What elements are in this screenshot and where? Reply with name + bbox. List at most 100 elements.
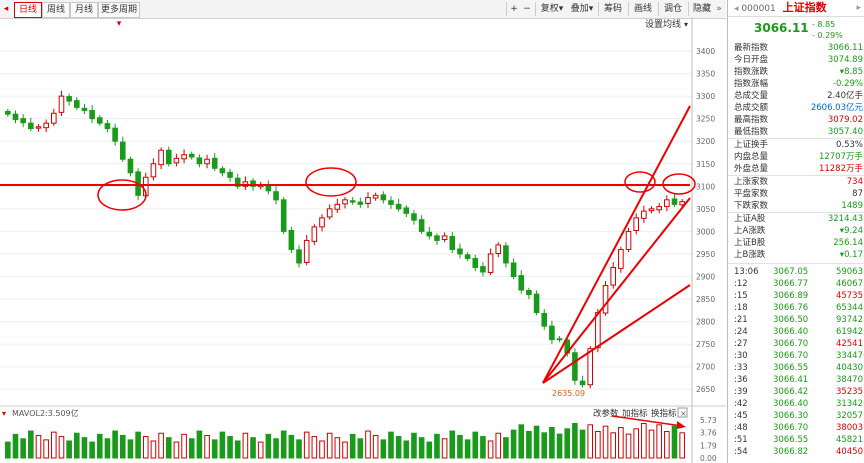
- quote-sidebar: ◂ 000001 上证指数 ▸ 3066.11 - 8.85 - 0.29% 最…: [727, 0, 864, 463]
- stat-label: 指数涨幅: [734, 79, 769, 89]
- candle-body: [503, 245, 509, 264]
- candle-body: [66, 96, 72, 102]
- edit-params-button[interactable]: 改参数: [593, 408, 619, 419]
- volume-bar: [388, 431, 394, 459]
- y-tick-label: 3250: [696, 115, 715, 124]
- stat-label: 今日开盘: [734, 55, 769, 65]
- volume-legend: MAVOL2:3.509亿: [12, 408, 79, 418]
- candle-body: [480, 266, 486, 273]
- tick-row: :39 3066.42 35235: [728, 386, 864, 398]
- volume-bar: [265, 433, 272, 459]
- candle-body: [572, 352, 578, 381]
- zoom-out-button[interactable]: −: [523, 4, 531, 14]
- y-tick-label: 3000: [696, 227, 715, 236]
- stat-label: 上A涨跌: [734, 226, 766, 236]
- volume-bar: [602, 425, 609, 459]
- volume-bar: [135, 431, 141, 459]
- volume-bar: [326, 432, 333, 459]
- tick-row: :54 3066.82 40450: [728, 446, 864, 458]
- volume-bar: [579, 429, 586, 459]
- volume-bar: [618, 426, 624, 459]
- candle-body: [618, 248, 624, 269]
- volume-bar: [457, 434, 463, 459]
- tick-price: 3066.70: [773, 339, 809, 349]
- candle-body: [127, 158, 134, 174]
- volume-tick-label: 1.79: [700, 441, 717, 450]
- candle-body: [388, 200, 394, 205]
- add-indicator-button[interactable]: 加指标: [622, 408, 648, 419]
- close-icon: ×: [680, 409, 687, 418]
- volume-bar: [595, 430, 601, 459]
- adjust-button[interactable]: 复权▾: [538, 2, 566, 16]
- close-panel-button[interactable]: [677, 407, 688, 418]
- settings-label[interactable]: 设置均线: [645, 18, 681, 30]
- annotations: [0, 105, 696, 429]
- kline-chart[interactable]: 3400 3350 3300 3250 3200 3150 3100 3050 3000 2950…: [0, 18, 726, 463]
- tab-daily[interactable]: 日线: [14, 2, 42, 18]
- stat-row: 内盘总量 12707万手: [728, 151, 864, 163]
- candle-body: [365, 197, 371, 204]
- stat-row: 上涨家数 734: [728, 176, 864, 188]
- volume-bar: [480, 436, 486, 459]
- volume-bar: [219, 431, 226, 459]
- candle-body: [418, 219, 425, 232]
- candle-body: [472, 257, 479, 268]
- stat-value: 87: [852, 189, 863, 199]
- volume-bar: [641, 423, 647, 459]
- tick-volume: 32057: [835, 411, 863, 421]
- overlay-button[interactable]: 叠加▾: [568, 2, 596, 16]
- chips-button[interactable]: 筹码: [603, 4, 622, 14]
- tab-weekly[interactable]: 周线: [42, 2, 70, 18]
- stat-value: 2.40亿手: [827, 91, 863, 101]
- candle-body: [288, 229, 295, 250]
- tab-more-periods[interactable]: 更多周期 ▾: [98, 2, 140, 29]
- draw-line-button[interactable]: 画线: [633, 4, 652, 14]
- stat-row: 最低指数 3057.40: [728, 126, 864, 138]
- y-tick-label: 3200: [696, 137, 715, 146]
- arrow-left-icon[interactable]: ◂: [734, 4, 739, 14]
- tick-volume: 40450: [835, 447, 863, 457]
- position-button[interactable]: 调仓: [663, 4, 682, 14]
- candle-body: [227, 171, 233, 178]
- settings-chevron-icon: ▾: [684, 20, 688, 29]
- volume-bar: [173, 441, 180, 459]
- volume-bar: [572, 423, 578, 459]
- candle-body: [342, 199, 348, 205]
- hide-button[interactable]: 隐藏: [692, 4, 711, 14]
- volume-bar: [541, 432, 548, 459]
- circle-marker-3: [624, 171, 656, 193]
- volume-bar: [119, 434, 126, 459]
- tick-time: :39: [734, 387, 748, 397]
- volume-bar: [58, 436, 65, 459]
- candle-body: [204, 158, 210, 165]
- tick-time: 13:06: [734, 267, 759, 277]
- tick-volume: 38470: [835, 375, 863, 385]
- arrow-right-icon[interactable]: ▸: [856, 3, 861, 13]
- collapse-icon[interactable]: »: [716, 4, 722, 14]
- price-grid: [0, 50, 692, 390]
- candle-body: [411, 213, 417, 221]
- candle-body: [487, 253, 494, 273]
- volume-bar: [296, 439, 302, 459]
- candle-body: [303, 239, 310, 264]
- tick-time: :45: [734, 411, 748, 421]
- tab-monthly[interactable]: 月线: [70, 2, 98, 18]
- zoom-in-button[interactable]: +: [510, 4, 518, 14]
- volume-bar: [411, 432, 417, 459]
- volume-toggle-icon[interactable]: ▾: [2, 409, 6, 418]
- stat-value: ▾0.17: [839, 250, 863, 260]
- stat-row: 总成交额 2606.03亿元: [728, 102, 864, 114]
- tick-price: 3066.76: [773, 303, 809, 313]
- volume-bar: [633, 428, 639, 459]
- stat-row: 最新指数 3066.11: [728, 42, 864, 54]
- candle-body: [73, 100, 80, 108]
- tick-volume: 45821: [835, 435, 863, 445]
- switch-indicator-button[interactable]: 换指标: [651, 408, 677, 419]
- candle-body: [188, 153, 195, 158]
- candles: [5, 90, 685, 389]
- back-arrow-icon[interactable]: ◂: [3, 4, 9, 14]
- stat-label: 上证A股: [734, 214, 766, 224]
- candle-body: [173, 157, 180, 164]
- y-tick-label: 2900: [696, 272, 715, 281]
- candle-body: [326, 208, 333, 218]
